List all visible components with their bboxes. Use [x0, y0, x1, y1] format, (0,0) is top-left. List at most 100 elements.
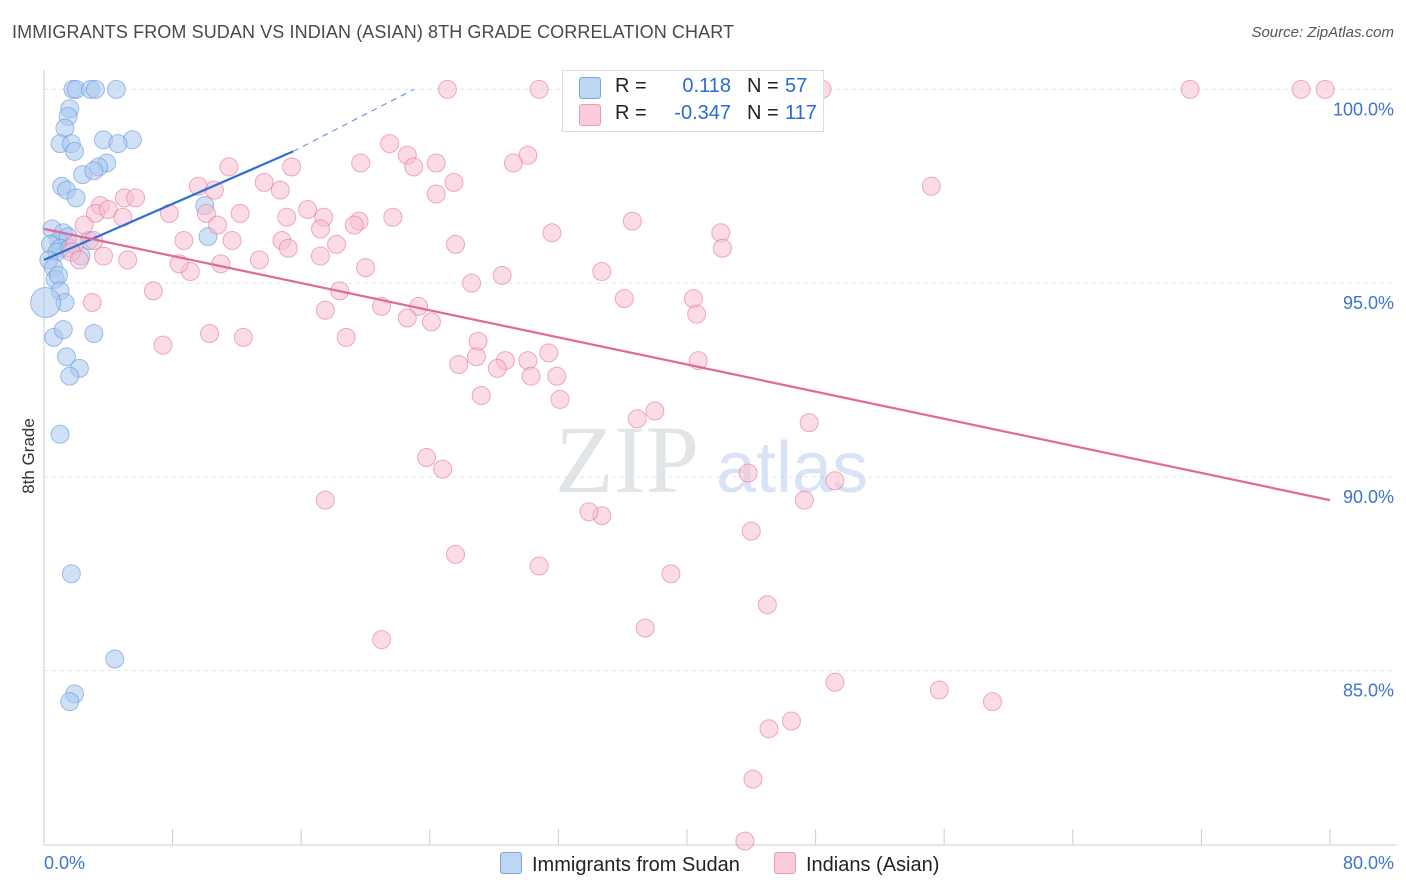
- point-indians: [219, 157, 239, 177]
- point-indians: [433, 459, 453, 479]
- source-label: Source: ZipAtlas.com: [1251, 24, 1394, 41]
- point-indians: [277, 207, 297, 227]
- point-sudan: [84, 161, 104, 181]
- legend-n-label: N =: [747, 102, 779, 124]
- point-indians: [310, 246, 330, 266]
- point-indians: [397, 308, 417, 328]
- point-sudan: [53, 320, 73, 340]
- point-indians: [143, 281, 163, 301]
- point-indians: [781, 711, 801, 731]
- point-indians: [622, 211, 642, 231]
- point-sudan: [65, 141, 85, 161]
- trend-line-sudan: [43, 150, 294, 261]
- point-indians: [153, 335, 173, 355]
- point-indians: [356, 258, 375, 278]
- point-indians: [579, 502, 599, 522]
- point-sudan: [60, 366, 80, 386]
- point-indians: [126, 188, 146, 208]
- point-indians: [645, 401, 665, 421]
- point-indians: [759, 719, 779, 739]
- point-indians: [233, 327, 253, 347]
- point-indians: [687, 304, 707, 324]
- tick-labels: 85.0% 90.0% 95.0% 100.0% 0.0% 80.0%: [44, 99, 1394, 873]
- point-indians: [614, 289, 634, 309]
- point-indians: [426, 184, 446, 204]
- point-sudan: [66, 188, 86, 208]
- point-sudan: [106, 79, 126, 99]
- point-indians: [249, 250, 269, 270]
- point-indians: [315, 490, 335, 510]
- point-indians: [794, 490, 814, 510]
- point-indians: [426, 153, 446, 173]
- series-legend-sudan[interactable]: Immigrants from Sudan: [500, 852, 740, 877]
- point-indians: [270, 180, 290, 200]
- point-sudan: [57, 347, 77, 367]
- legend-swatch-sudan: [579, 77, 601, 99]
- point-indians: [82, 293, 102, 312]
- point-indians: [404, 157, 424, 177]
- point-indians: [757, 595, 777, 615]
- point-indians: [380, 134, 400, 154]
- point-indians: [503, 153, 523, 173]
- point-indians: [741, 521, 761, 541]
- series-swatch-sudan: [500, 852, 522, 874]
- point-sudan: [61, 564, 81, 584]
- point-indians: [982, 692, 1002, 712]
- point-indians: [421, 312, 441, 332]
- point-indians: [712, 238, 732, 258]
- point-indians: [336, 327, 356, 347]
- point-indians: [444, 172, 464, 192]
- point-indians: [743, 769, 763, 789]
- point-indians: [825, 471, 845, 491]
- x-tick-label: 0.0%: [44, 853, 85, 873]
- chart-title: IMMIGRANTS FROM SUDAN VS INDIAN (ASIAN) …: [12, 22, 735, 42]
- point-indians: [351, 153, 371, 173]
- point-indians: [74, 215, 94, 235]
- legend-n-value: 117: [785, 102, 817, 124]
- point-indians: [462, 273, 482, 293]
- point-indians: [437, 79, 457, 99]
- y-tick-label: 95.0%: [1343, 293, 1394, 313]
- y-axis-label: 8th Grade: [19, 418, 38, 494]
- legend-n-label: N =: [747, 75, 779, 97]
- point-indians: [1180, 79, 1200, 99]
- point-indians: [208, 215, 228, 235]
- point-indians: [735, 831, 755, 851]
- point-sudan: [50, 424, 70, 444]
- data-points: [30, 79, 1335, 851]
- point-indians: [466, 347, 486, 367]
- point-indians: [799, 413, 819, 433]
- y-tick-label: 100.0%: [1333, 99, 1394, 119]
- point-sudan: [85, 79, 105, 99]
- series-legend-indians[interactable]: Indians (Asian): [774, 852, 939, 877]
- x-tick-label: 80.0%: [1343, 853, 1394, 873]
- point-indians: [547, 366, 567, 386]
- point-indians: [1291, 79, 1311, 99]
- point-indians: [200, 324, 220, 343]
- point-indians: [315, 300, 335, 320]
- point-sudan: [60, 692, 80, 712]
- legend-swatch-indians: [579, 104, 601, 126]
- point-indians: [222, 231, 242, 250]
- point-indians: [310, 219, 330, 239]
- point-indians: [929, 680, 949, 700]
- watermark-zip: ZIP: [555, 406, 699, 513]
- point-indians: [446, 234, 466, 254]
- point-indians: [174, 231, 194, 250]
- point-indians: [521, 366, 541, 386]
- point-indians: [118, 250, 138, 270]
- point-sudan: [108, 134, 128, 154]
- point-indians: [683, 289, 703, 309]
- point-indians: [93, 246, 113, 266]
- point-indians: [1315, 79, 1335, 99]
- series-name-indians: Indians (Asian): [806, 854, 940, 876]
- point-sudan: [30, 287, 62, 318]
- point-indians: [550, 389, 570, 409]
- watermark-atlas: atlas: [716, 428, 868, 508]
- axes: [43, 70, 1396, 846]
- point-indians: [635, 618, 655, 638]
- point-indians: [196, 203, 216, 223]
- point-indians: [372, 630, 392, 650]
- point-indians: [449, 355, 469, 374]
